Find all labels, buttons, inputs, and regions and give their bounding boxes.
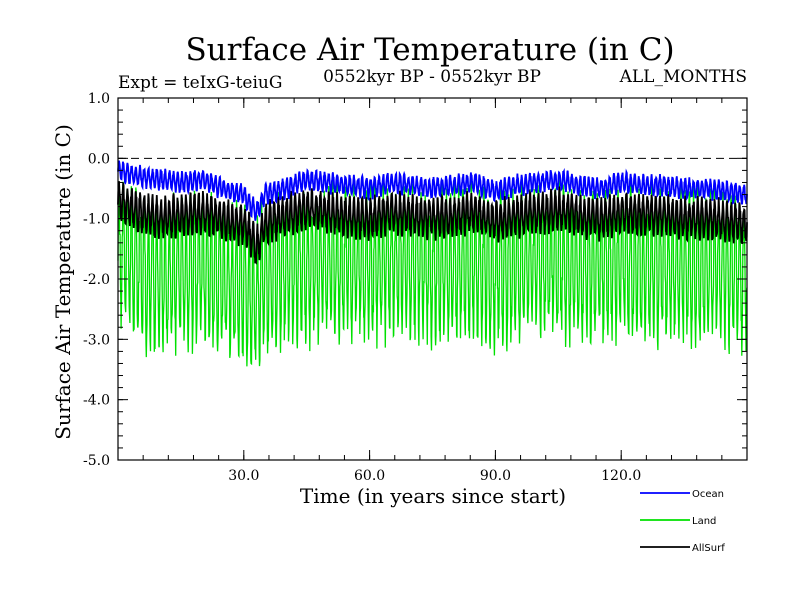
y-tick-label: 1.0 — [88, 91, 110, 107]
x-tick-label: 90.0 — [480, 468, 511, 484]
y-tick-label: -1.0 — [83, 212, 110, 228]
x-tick-label: 120.0 — [601, 468, 641, 484]
y-tick-label: -5.0 — [83, 453, 110, 469]
chart-subtitle-right: ALL_MONTHS — [619, 67, 747, 87]
chart-subtitle-left: Expt = teIxG-teiuG — [118, 73, 282, 93]
x-axis-label: Time (in years since start) — [300, 484, 566, 508]
y-axis-label: Surface Air Temperature (in C) — [51, 124, 75, 440]
chart-title: Surface Air Temperature (in C) — [185, 32, 674, 68]
legend-label-allsurf: AllSurf — [692, 543, 725, 554]
x-tick-label: 30.0 — [228, 468, 259, 484]
series-line-land — [117, 176, 748, 367]
y-tick-label: -2.0 — [83, 272, 110, 288]
x-tick-label: 60.0 — [354, 468, 385, 484]
y-tick-label: -4.0 — [83, 393, 110, 409]
series-layer — [117, 160, 748, 367]
ticks-layer: 1.0 0.0 -1.0 -2.0 -3.0 -4.0 -5.0 30.0 60.0 90.0 12… — [83, 91, 748, 484]
y-tick-label: -3.0 — [83, 332, 110, 348]
series-line-ocean — [117, 160, 748, 221]
legend-label-ocean: Ocean — [692, 489, 724, 500]
legend: Ocean Land AllSurf — [640, 489, 725, 554]
chart-subtitle-center: 0552kyr BP - 0552kyr BP — [323, 67, 541, 87]
legend-label-land: Land — [692, 516, 716, 527]
y-tick-label: 0.0 — [88, 151, 110, 167]
series-line-allsurf — [117, 181, 748, 265]
